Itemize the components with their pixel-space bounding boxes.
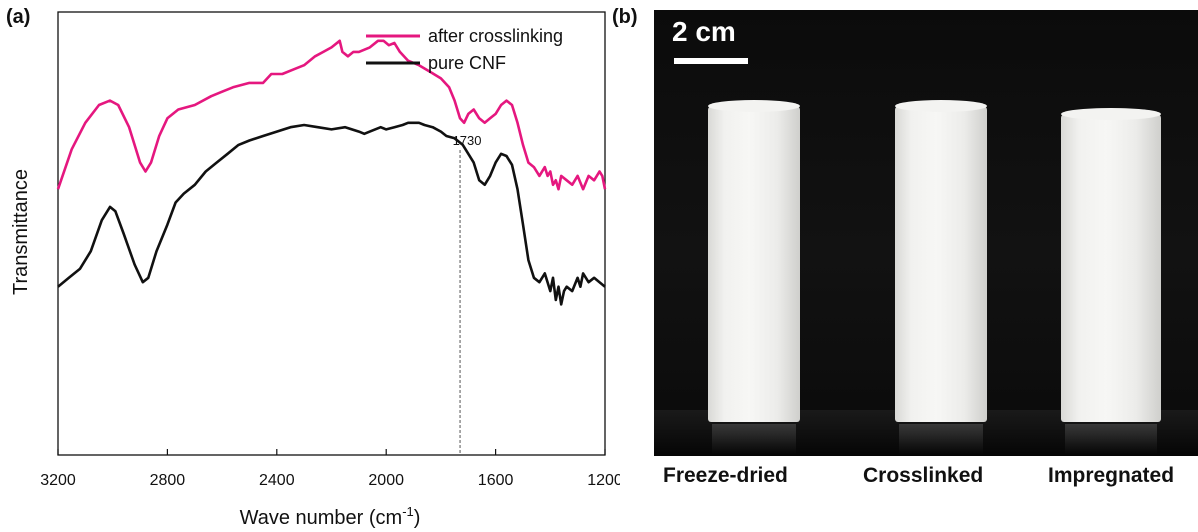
x-tick-label: 3200 — [40, 472, 76, 489]
x-tick-label: 1200 — [587, 472, 620, 489]
cylinder-top — [895, 100, 987, 112]
reflection — [899, 424, 983, 454]
legend: after crosslinking pure CNF — [366, 26, 563, 73]
x-tick-label: 2000 — [368, 472, 404, 489]
series-layer — [56, 39, 607, 306]
sample-cylinder-crosslinked — [895, 100, 987, 422]
ftir-chart: 3200 2800 2400 2000 1600 1200 after crosslink… — [10, 11, 620, 529]
x-tick-label: 2800 — [150, 472, 186, 489]
series-line-0 — [56, 39, 607, 191]
sample-cylinder-freeze-dried — [708, 100, 800, 422]
annotation: 1730 — [453, 133, 482, 455]
cylinder-top — [708, 100, 800, 112]
x-tick-label: 1600 — [478, 472, 514, 489]
x-axis-label-end: ) — [414, 507, 421, 529]
x-tick-label: 2400 — [259, 472, 295, 489]
plot-border — [57, 11, 606, 456]
panel-label-b: (b) — [612, 6, 638, 28]
legend-label-0: after crosslinking — [428, 26, 563, 46]
sample-photo: 2 cm — [654, 10, 1198, 456]
x-axis-label-sup: -1 — [402, 504, 414, 519]
x-axis-ticks: 3200 2800 2400 2000 1600 1200 — [40, 449, 620, 489]
sample-label-impregnated: Impregnated — [1048, 464, 1175, 487]
legend-label-1: pure CNF — [428, 53, 506, 73]
scale-bar-label: 2 cm — [672, 16, 736, 47]
plot-frame — [57, 11, 606, 456]
x-axis-label: Wave number (cm-1) — [240, 504, 421, 529]
annotation-label: 1730 — [453, 133, 482, 148]
cylinder-top — [1061, 108, 1161, 120]
reflection — [1065, 424, 1157, 454]
scale-bar — [674, 58, 748, 64]
series-line-1 — [57, 121, 606, 306]
sample-label-crosslinked: Crosslinked — [863, 464, 984, 487]
reflection — [712, 424, 796, 454]
panel-label-a: (a) — [6, 6, 31, 28]
y-axis-label: Transmittance — [10, 169, 32, 295]
sample-cylinder-impregnated — [1061, 108, 1161, 422]
sample-label-freeze-dried: Freeze-dried — [663, 464, 788, 487]
x-axis-label-base: Wave number (cm — [240, 507, 403, 529]
